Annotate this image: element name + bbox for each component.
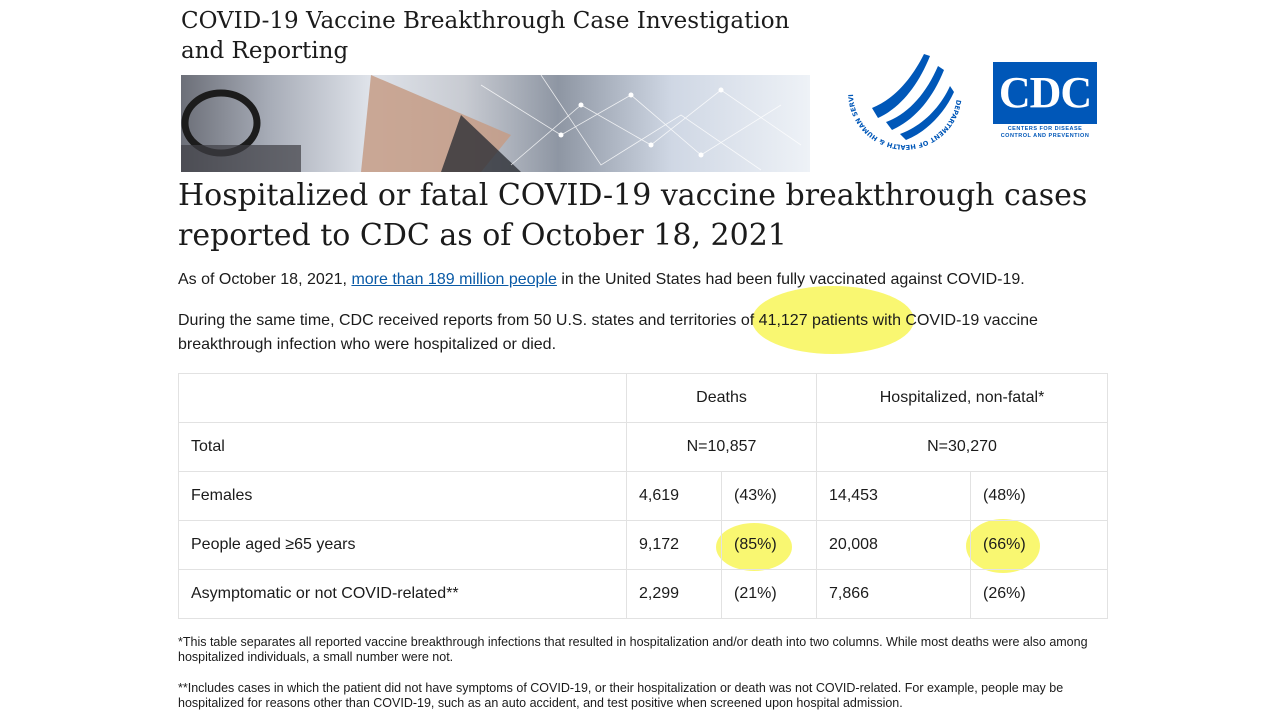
- table-header-blank: [178, 373, 627, 423]
- intro-paragraph-reports: During the same time, CDC received repor…: [178, 312, 1038, 353]
- hhs-eagle-icon: DEPARTMENT OF HEALTH & HUMAN SERVICES · …: [839, 24, 962, 151]
- hhs-logo: DEPARTMENT OF HEALTH & HUMAN SERVICES · …: [839, 24, 968, 156]
- page-title: Hospitalized or fatal COVID-19 vaccine b…: [178, 176, 1118, 256]
- page-title-line1: Hospitalized or fatal COVID-19 vaccine b…: [178, 178, 1088, 213]
- intro-p1-after: in the United States had been fully vacc…: [556, 271, 1025, 288]
- table-header-deaths: Deaths: [625, 373, 818, 423]
- table-header-hospitalized: Hospitalized, non-fatal*: [816, 373, 1109, 423]
- intro-p1-before: As of October 18, 2021,: [178, 271, 352, 288]
- table-row-total: Total N=10,857 N=30,270: [178, 422, 1109, 472]
- hospitalized-percent: (26%): [970, 569, 1109, 619]
- cdc-tagline-line1: CENTERS FOR DISEASE: [1007, 126, 1083, 132]
- table-row: Asymptomatic or not COVID-related** 2,29…: [178, 569, 1109, 619]
- banner-title-line1: COVID-19 Vaccine Breakthrough Case Inves…: [181, 8, 790, 34]
- cdc-wordmark: CDC: [993, 62, 1097, 124]
- banner-photo: [181, 75, 810, 172]
- deaths-count: 4,619: [626, 471, 722, 521]
- hospitalized-percent: (48%): [970, 471, 1109, 521]
- row-label: Asymptomatic or not COVID-related**: [178, 569, 627, 619]
- hospitalized-percent: (66%): [970, 520, 1109, 570]
- row-label: People aged ≥65 years: [178, 520, 627, 570]
- deaths-count: 2,299: [626, 569, 722, 619]
- footnote-asymptomatic: **Includes cases in which the patient di…: [178, 681, 1064, 710]
- breakthrough-cases-table: Deaths Hospitalized, non-fatal* Total N=…: [178, 373, 1109, 619]
- total-hospitalized: N=30,270: [816, 422, 1109, 472]
- footnote-columns: *This table separates all reported vacci…: [178, 635, 1088, 664]
- hospitalized-count: 20,008: [816, 520, 972, 570]
- highlight-patients: [752, 286, 914, 354]
- cdc-logo: CDC CENTERS FOR DISEASE CONTROL AND PREV…: [993, 62, 1097, 142]
- deaths-percent: (21%): [720, 569, 818, 619]
- hospitalized-count: 14,453: [816, 471, 972, 521]
- banner-photo-graphic: [181, 75, 802, 172]
- deaths-percent: (85%): [720, 520, 818, 570]
- cdc-tagline: CENTERS FOR DISEASE CONTROL AND PREVENTI…: [993, 126, 1097, 140]
- vaccinated-count-link[interactable]: more than 189 million people: [351, 271, 557, 288]
- banner-title: COVID-19 Vaccine Breakthrough Case Inves…: [181, 6, 801, 66]
- deaths-count: 9,172: [626, 520, 722, 570]
- total-deaths: N=10,857: [625, 422, 818, 472]
- intro-paragraph-vaccinated: As of October 18, 2021, more than 189 mi…: [178, 268, 1118, 292]
- table-row: Females 4,619 (43%) 14,453 (48%): [178, 471, 1109, 521]
- row-label: Females: [178, 471, 627, 521]
- cdc-tagline-line2: CONTROL AND PREVENTION: [1000, 133, 1090, 139]
- deaths-percent: (43%): [720, 471, 818, 521]
- hospitalized-count: 7,866: [816, 569, 972, 619]
- banner-title-line2: and Reporting: [181, 38, 349, 64]
- table-row: People aged ≥65 years 9,172 (85%) 20,008…: [178, 520, 1109, 570]
- row-label: Total: [178, 422, 627, 472]
- table-header-row: Deaths Hospitalized, non-fatal*: [178, 373, 1109, 423]
- page-title-line2: reported to CDC as of October 18, 2021: [178, 218, 787, 253]
